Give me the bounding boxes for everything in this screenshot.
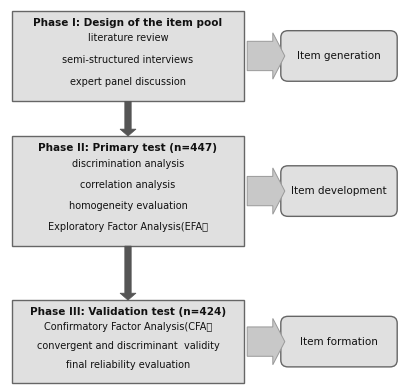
- Polygon shape: [120, 101, 136, 136]
- Text: expert panel discussion: expert panel discussion: [70, 76, 186, 86]
- Text: Exploratory Factor Analysis(EFA）: Exploratory Factor Analysis(EFA）: [48, 222, 208, 232]
- Polygon shape: [247, 168, 285, 214]
- Text: semi-structured interviews: semi-structured interviews: [62, 55, 194, 65]
- FancyBboxPatch shape: [281, 317, 397, 367]
- Text: discrimination analysis: discrimination analysis: [72, 159, 184, 169]
- Text: Phase I: Design of the item pool: Phase I: Design of the item pool: [34, 17, 222, 27]
- Polygon shape: [247, 33, 285, 79]
- Text: Item formation: Item formation: [300, 337, 378, 347]
- FancyBboxPatch shape: [281, 166, 397, 216]
- FancyBboxPatch shape: [12, 300, 244, 383]
- Text: Item development: Item development: [291, 186, 387, 196]
- Text: literature review: literature review: [88, 33, 168, 43]
- Polygon shape: [247, 318, 285, 365]
- Text: Phase II: Primary test (n=447): Phase II: Primary test (n=447): [38, 143, 218, 153]
- Text: homogeneity evaluation: homogeneity evaluation: [68, 201, 188, 211]
- Text: convergent and discriminant  validity: convergent and discriminant validity: [37, 341, 219, 351]
- FancyBboxPatch shape: [12, 10, 244, 101]
- Text: correlation analysis: correlation analysis: [80, 179, 176, 190]
- FancyBboxPatch shape: [12, 136, 244, 246]
- Text: final reliability evaluation: final reliability evaluation: [66, 360, 190, 370]
- Text: Confirmatory Factor Analysis(CFA）: Confirmatory Factor Analysis(CFA）: [44, 322, 212, 332]
- Text: Item generation: Item generation: [297, 51, 381, 61]
- Polygon shape: [120, 246, 136, 300]
- FancyBboxPatch shape: [281, 31, 397, 81]
- Text: Phase III: Validation test (n=424): Phase III: Validation test (n=424): [30, 307, 226, 317]
